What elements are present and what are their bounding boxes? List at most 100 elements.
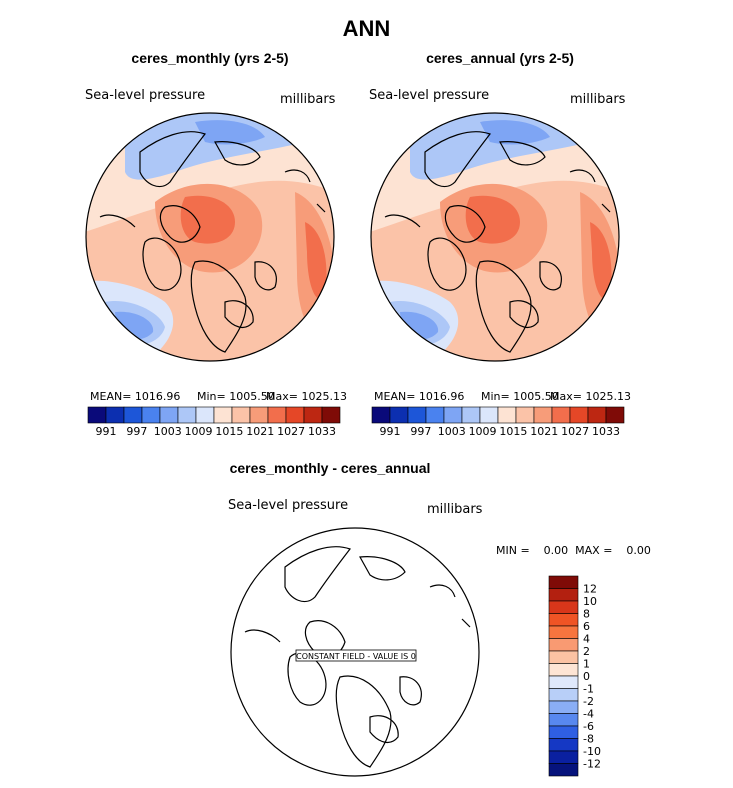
diff-colorbar-swatch-5: [548, 638, 579, 652]
diff-colorbar-tick-label: 4: [583, 633, 590, 646]
panel2-colorbar-swatch-2: [407, 406, 427, 424]
panel1-colorbar-swatch-0: [87, 406, 107, 424]
diff-colorbar-tick-label: 1: [583, 658, 590, 671]
panel1-colorbar-swatch-12: [303, 406, 323, 424]
diff-colorbar-tick-label: -12: [583, 758, 601, 771]
panel1-high-core-east: [305, 222, 327, 300]
diff-colorbar-tick-label: 2: [583, 645, 590, 658]
panel1-map-boundary: [85, 112, 335, 362]
diff-colorbar-tick-label: -8: [583, 733, 594, 746]
panel1-colorbar-swatch-3: [141, 406, 161, 424]
panel1-coastlines: [99, 131, 326, 353]
panel1-colorbar-swatch-13: [321, 406, 341, 424]
panel1-colorbar-swatch-7: [213, 406, 233, 424]
panel1-colorbar-tick-label: 997: [126, 425, 147, 438]
main-title: ANN: [342, 16, 391, 41]
diff-map: CONSTANT FIELD - VALUE IS 0: [230, 527, 480, 777]
diff-colorbar-swatch-4: [548, 625, 579, 639]
diff-colorbar-swatch-13: [548, 738, 579, 752]
diff-colorbar-swatch-8: [548, 675, 579, 689]
panel1-colorbar-swatch-5: [177, 406, 197, 424]
diff-units-label: millibars: [427, 502, 483, 517]
diff-colorbar-swatch-10: [548, 700, 579, 714]
diff-colorbar-swatch-14: [548, 750, 579, 764]
panel1-min: Min= 1005.50: [197, 390, 275, 403]
panel2-colorbar-tick-label: 991: [380, 425, 401, 438]
panel2-colorbar-swatch-3: [425, 406, 445, 424]
panel2-colorbar-swatch-5: [461, 406, 481, 424]
diff-colorbar-tick-label: -1: [583, 683, 594, 696]
panel1-high-core-arctic: [180, 195, 235, 244]
panel1-colorbar-tick-label: 1003: [154, 425, 182, 438]
diff-colorbar-tick-label: 10: [583, 595, 597, 608]
panel2-min: Min= 1005.50: [481, 390, 559, 403]
panel2-map: [370, 112, 620, 362]
panel2-colorbar-swatch-6: [479, 406, 499, 424]
panel1-colorbar-swatch-11: [285, 406, 305, 424]
panel1-colorbar-swatch-2: [123, 406, 143, 424]
diff-colorbar-swatch-11: [548, 713, 579, 727]
constant-field-label: CONSTANT FIELD - VALUE IS 0: [296, 652, 416, 661]
panel2-colorbar-tick-label: 1009: [469, 425, 497, 438]
diff-colorbar-tick-label: 0: [583, 670, 590, 683]
panel2-colorbar-swatch-7: [497, 406, 517, 424]
panel2-colorbar-swatch-1: [389, 406, 409, 424]
panel1-low-core-north: [195, 120, 265, 145]
diff-colorbar-swatch-7: [548, 663, 579, 677]
diff-colorbar-tick-label: 6: [583, 620, 590, 633]
diff-minmax: MIN = 0.00 MAX = 0.00: [496, 544, 651, 557]
constant-field-box: [295, 649, 417, 662]
panel2-max: Max= 1025.13: [550, 390, 631, 403]
panel1-variable-label: Sea-level pressure: [85, 88, 206, 103]
panel2-map-boundary: [370, 112, 620, 362]
diff-colorbar-tick-label: -4: [583, 708, 594, 721]
diff-colorbar-swatch-9: [548, 688, 579, 702]
panel2-variable-label: Sea-level pressure: [369, 88, 490, 103]
panel2-high-core-east: [590, 222, 612, 300]
panel2-coastlines: [384, 131, 611, 353]
panel2-colorbar-swatch-11: [569, 406, 589, 424]
panel2-colorbar-swatch-12: [587, 406, 607, 424]
panel1-title: ceres_monthly (yrs 2-5): [131, 50, 289, 66]
panel2-high-core-arctic: [465, 195, 520, 244]
panel1-colorbar-tick-label: 1015: [215, 425, 243, 438]
panel2-colorbar-swatch-0: [371, 406, 391, 424]
panel1-colorbar-swatch-4: [159, 406, 179, 424]
diff-colorbar-swatch-1: [548, 588, 579, 602]
panel2-low-core-north: [480, 120, 550, 145]
panel1-colorbar-tick-label: 1033: [308, 425, 336, 438]
panel2-colorbar-swatch-13: [605, 406, 625, 424]
diff-colorbar-tick-label: 12: [583, 583, 597, 596]
panel2-colorbar-tick-label: 1021: [530, 425, 558, 438]
panel2-low-north: [410, 113, 590, 180]
panel1-colorbar-tick-label: 991: [96, 425, 117, 438]
diff-colorbar-swatch-0: [548, 575, 579, 589]
panel2-colorbar-tick-label: 1003: [438, 425, 466, 438]
diff-variable-label: Sea-level pressure: [228, 498, 349, 513]
diff-colorbar-tick-label: -10: [583, 745, 601, 758]
panel1-mean: MEAN= 1016.96: [90, 390, 181, 403]
diff-colorbar-tick-label: 8: [583, 608, 590, 621]
panel2-colorbar-swatch-8: [515, 406, 535, 424]
panel1-map: [85, 112, 335, 362]
diff-colorbar-swatch-6: [548, 650, 579, 664]
diff-colorbar-tick-label: -6: [583, 720, 594, 733]
panel1-colorbar-tick-label: 1027: [277, 425, 305, 438]
panel1-colorbar-swatch-6: [195, 406, 215, 424]
panel1-colorbar-swatch-8: [231, 406, 251, 424]
panel2-mean: MEAN= 1016.96: [374, 390, 465, 403]
panel2-title: ceres_annual (yrs 2-5): [426, 50, 574, 66]
diff-panel-title: ceres_monthly - ceres_annual: [229, 460, 431, 476]
diff-colorbar-swatch-2: [548, 600, 579, 614]
panel1-colorbar-swatch-10: [267, 406, 287, 424]
panel2-colorbar-swatch-4: [443, 406, 463, 424]
diff-map-boundary: [230, 527, 480, 777]
panel2-colorbar-tick-label: 1027: [561, 425, 589, 438]
panel2-colorbar-tick-label: 1015: [499, 425, 527, 438]
panel1-colorbar-swatch-1: [105, 406, 125, 424]
panel2-colorbar-tick-label: 997: [410, 425, 431, 438]
diff-colorbar-swatch-3: [548, 613, 579, 627]
panel1-colorbar-swatch-9: [249, 406, 269, 424]
diff-colorbar-swatch-12: [548, 725, 579, 739]
